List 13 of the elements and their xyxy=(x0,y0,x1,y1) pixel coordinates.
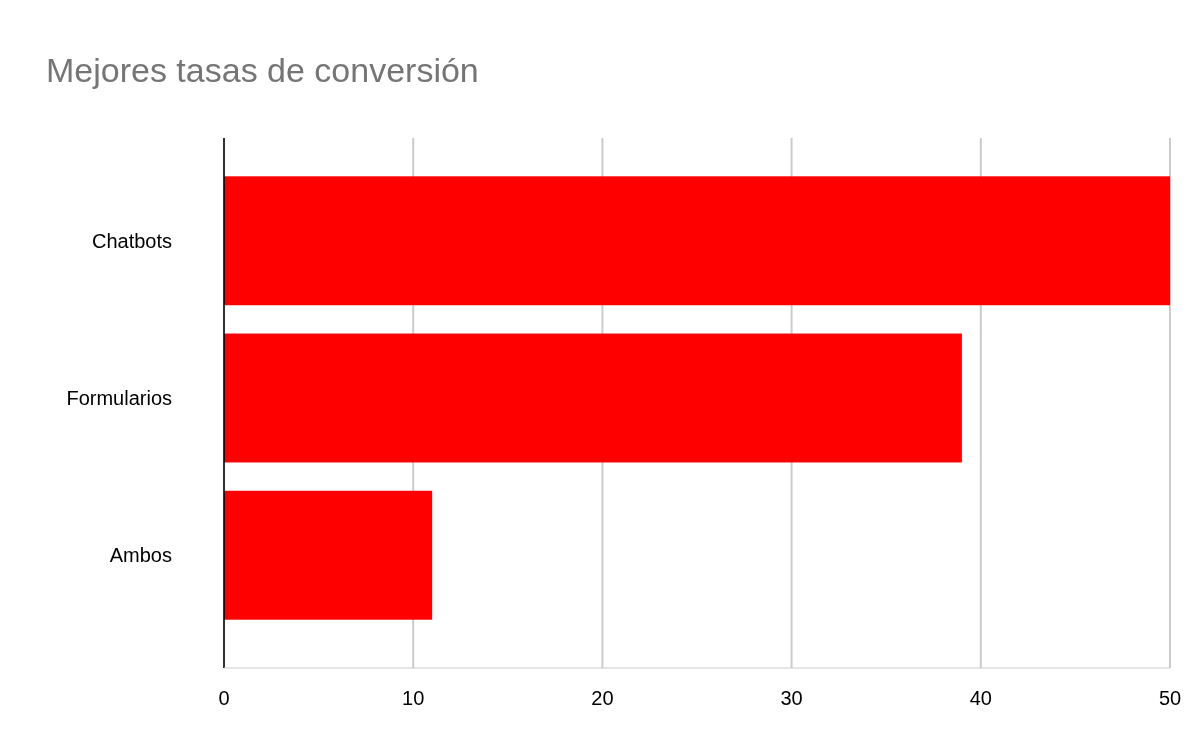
x-tick-label: 0 xyxy=(218,687,230,709)
y-tick-label: Ambos xyxy=(109,544,172,567)
y-tick-label: Chatbots xyxy=(91,229,172,252)
y-tick-label: Formularios xyxy=(66,387,172,409)
bar xyxy=(224,333,962,463)
bar xyxy=(224,490,433,620)
x-tick-label: 30 xyxy=(780,687,803,709)
x-tick-label: 10 xyxy=(402,687,425,709)
x-tick-label: 40 xyxy=(969,687,992,709)
x-tick-label: 50 xyxy=(1158,687,1182,709)
chart-title: Mejores tasas de conversión xyxy=(46,51,479,89)
x-tick-label: 20 xyxy=(591,687,614,709)
bar xyxy=(224,176,1170,306)
